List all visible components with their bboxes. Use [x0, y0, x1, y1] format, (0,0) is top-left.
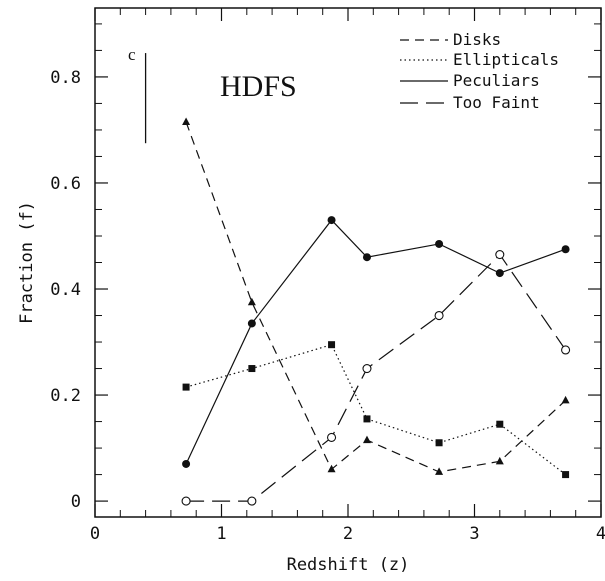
- too-faint-marker: [247, 496, 257, 506]
- ellipticals-marker: [248, 365, 256, 373]
- ellipticals-marker: [363, 415, 371, 423]
- legend-label-too-faint: Too Faint: [453, 93, 540, 112]
- peculiars-marker: [435, 239, 444, 248]
- legend-label-ellipticals: Ellipticals: [453, 50, 559, 69]
- field-label: HDFS: [220, 70, 297, 103]
- peculiars-marker: [182, 459, 191, 468]
- ellipticals-marker: [328, 341, 336, 349]
- y-tick-label: 0.8: [50, 68, 81, 88]
- legend-label-peculiars: Peculiars: [453, 71, 540, 90]
- ellipticals-marker: [562, 471, 570, 479]
- y-tick-label: 0: [71, 492, 81, 512]
- disks-marker: [495, 456, 504, 465]
- peculiars-marker: [247, 319, 256, 328]
- ellipticals-marker: [435, 439, 443, 447]
- peculiars-series-line: [185, 219, 566, 465]
- x-axis-title: Redshift (z): [287, 555, 410, 575]
- y-tick-label: 0.4: [50, 280, 81, 300]
- ellipticals-marker: [496, 420, 504, 428]
- disks-marker: [182, 117, 191, 125]
- too-faint-marker: [327, 432, 337, 443]
- x-tick-label: 3: [469, 524, 479, 544]
- x-tick-label: 2: [343, 524, 353, 544]
- too-faint-marker: [561, 345, 571, 355]
- too-faint-marker: [434, 310, 444, 321]
- disks-marker: [435, 467, 444, 475]
- ellipticals-series-line: [185, 343, 566, 476]
- too-faint-marker: [362, 363, 372, 374]
- disks-series-line: [185, 121, 566, 473]
- too-faint-marker: [495, 249, 505, 260]
- legend-label-disks: Disks: [453, 30, 501, 49]
- disks-marker: [362, 435, 371, 444]
- x-tick-label: 1: [216, 524, 226, 544]
- ellipticals-marker: [182, 383, 190, 391]
- panel-label: c: [128, 45, 136, 64]
- disks-marker: [247, 297, 256, 306]
- peculiars-marker: [561, 245, 570, 254]
- disks-marker: [561, 395, 570, 404]
- too-faint-series-line: [186, 253, 567, 502]
- x-tick-label: 0: [90, 524, 100, 544]
- peculiars-marker: [362, 253, 371, 262]
- too-faint-marker: [181, 496, 191, 506]
- y-tick-label: 0.6: [50, 174, 81, 194]
- x-tick-label: 4: [596, 524, 605, 544]
- y-tick-label: 0.2: [50, 386, 81, 406]
- peculiars-marker: [495, 269, 504, 278]
- peculiars-marker: [327, 216, 336, 225]
- y-axis-title: Fraction (f): [17, 201, 37, 324]
- disks-marker: [327, 464, 336, 473]
